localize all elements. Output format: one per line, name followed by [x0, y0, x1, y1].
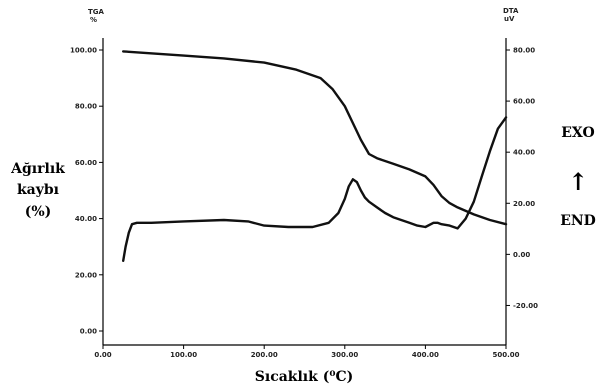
right-tick-label: 0.00: [513, 251, 530, 259]
exo-label: EXO: [561, 125, 594, 141]
x-tick-label: 300.00: [331, 351, 358, 359]
left-axis-label-line-1: Ağırlık: [10, 161, 65, 177]
left-tick-label: 0.00: [80, 328, 97, 336]
right-tick-label: 20.00: [513, 200, 535, 208]
x-tick-label: 200.00: [251, 351, 278, 359]
left-axis-label-line-3: (%): [25, 204, 52, 220]
x-axis-label: Sıcaklık (⁰C): [255, 369, 353, 385]
right-ticks: -20.00 0.00 20.00 40.00 60.00 80.00: [506, 47, 538, 310]
right-tick-label: -20.00: [513, 302, 538, 310]
x-tick-label: 500.00: [492, 351, 519, 359]
right-tick-label: 80.00: [513, 47, 535, 55]
series-line-1: [122, 50, 508, 226]
x-tick-label: 100.00: [170, 351, 197, 359]
right-axis-header: DTA: [503, 7, 519, 15]
end-label: END: [560, 213, 596, 229]
plot-frame: [102, 38, 507, 346]
left-axis-unit: %: [90, 16, 97, 24]
left-ticks: 0.00 20.00 40.00 60.00 80.00 100.00: [70, 47, 103, 336]
exo-end-arrow: ↑: [568, 167, 588, 196]
right-tick-label: 40.00: [513, 149, 535, 157]
left-tick-label: 100.00: [70, 47, 97, 55]
right-axis-unit: uV: [504, 15, 515, 23]
left-tick-label: 40.00: [75, 215, 97, 223]
left-axis-label-line-2: kaybı: [17, 182, 59, 198]
left-tick-label: 20.00: [75, 271, 97, 279]
series-layer: [122, 50, 508, 262]
left-tick-label: 60.00: [75, 159, 97, 167]
left-axis-header: TGA: [88, 8, 105, 16]
x-tick-label: 0.00: [94, 351, 111, 359]
x-tick-label: 400.00: [412, 351, 439, 359]
right-tick-label: 60.00: [513, 98, 535, 106]
series-line-2: [122, 116, 508, 262]
x-ticks: 0.00 100.00 200.00 300.00 400.00 500.00: [94, 345, 520, 359]
left-tick-label: 80.00: [75, 103, 97, 111]
